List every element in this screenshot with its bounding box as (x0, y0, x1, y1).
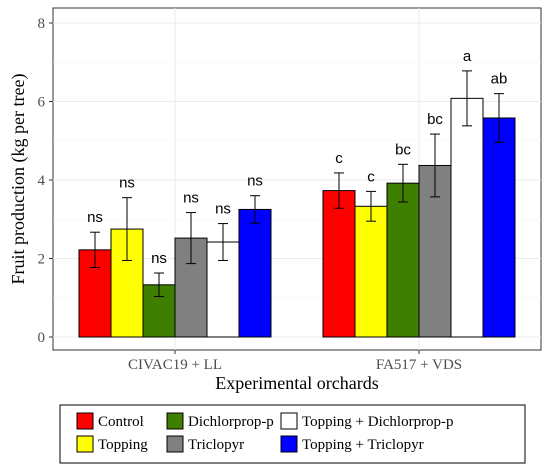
legend-label: Triclopyr (188, 437, 244, 453)
x-axis-title: Experimental orchards (215, 373, 378, 393)
legend-label: Control (98, 414, 144, 430)
significance-label: ab (491, 71, 508, 88)
y-tick-label: 8 (38, 16, 46, 32)
x-tick-label: FA517 + VDS (376, 357, 462, 373)
y-tick-label: 0 (38, 330, 46, 346)
bar (354, 205, 388, 338)
error-bars (90, 70, 504, 298)
significance-label: c (367, 168, 375, 185)
legend: Control Topping Dichlorprop-p Triclopyr Topp… (76, 412, 454, 453)
bar (450, 97, 484, 338)
bar (322, 190, 356, 338)
significance-label: a (463, 48, 472, 65)
significance-label: bc (427, 111, 443, 128)
significance-label: ns (151, 250, 167, 267)
legend-label: Dichlorprop-p (188, 414, 274, 430)
y-tick-label: 6 (38, 95, 46, 111)
legend-swatch (76, 412, 94, 430)
bars (78, 97, 516, 338)
legend-swatch (280, 435, 298, 453)
x-tick-label: CIVAC19 + LL (128, 357, 222, 373)
y-tick-label: 2 (38, 252, 46, 268)
significance-label: ns (215, 201, 231, 218)
significance-label: ns (247, 173, 263, 190)
legend-swatch (166, 435, 184, 453)
significance-label: ns (119, 175, 135, 192)
y-axis-title: Fruit production (kg per tree) (8, 74, 29, 285)
significance-label: ns (87, 209, 103, 226)
legend-label: Topping + Dichlorprop-p (302, 414, 454, 430)
bar (386, 182, 420, 338)
significance-label: ns (183, 190, 199, 207)
significance-label: bc (395, 141, 411, 158)
bar (238, 208, 272, 338)
legend-swatch (76, 435, 94, 453)
legend-swatch (166, 412, 184, 430)
bar (482, 117, 516, 338)
x-axis: CIVAC19 + LL FA517 + VDS (128, 350, 462, 373)
legend-label: Topping + Triclopyr (302, 437, 424, 453)
legend-label: Topping (98, 437, 148, 453)
legend-swatch (280, 412, 298, 430)
y-tick-label: 4 (38, 173, 46, 189)
significance-label: c (335, 150, 343, 167)
y-axis: 0 2 4 6 8 (38, 16, 53, 346)
